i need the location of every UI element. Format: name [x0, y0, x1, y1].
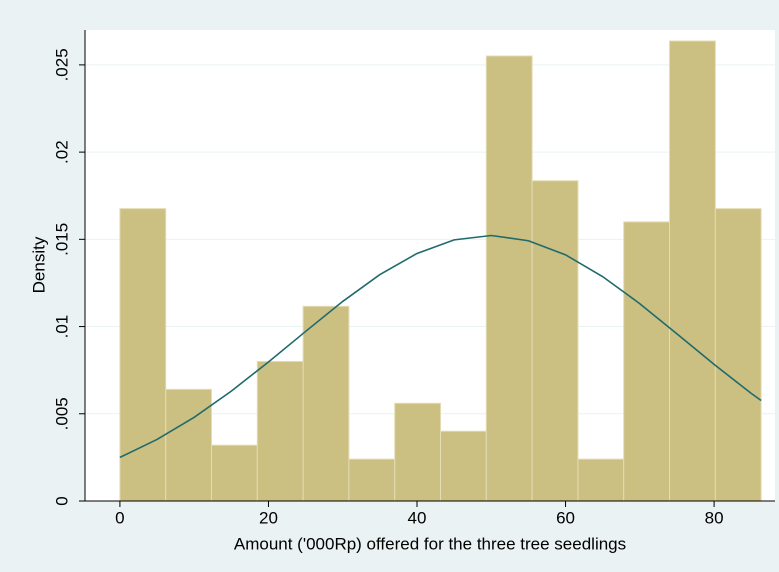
- bar: [302, 305, 350, 502]
- density-curve: [119, 234, 762, 459]
- y-tick-label: .025: [52, 48, 71, 81]
- bar: [714, 208, 762, 502]
- x-tick-label: 80: [705, 508, 724, 527]
- y-tick-label: .005: [52, 397, 71, 430]
- bar: [485, 55, 533, 502]
- bar: [577, 458, 625, 502]
- y-tick-label: 0: [52, 496, 71, 505]
- y-tick-label: .02: [52, 140, 71, 164]
- x-tick-label: 60: [556, 508, 575, 527]
- bar: [669, 40, 716, 502]
- y-axis-title: Density: [29, 236, 48, 293]
- bar: [531, 180, 579, 502]
- bar: [256, 360, 304, 502]
- bar: [348, 458, 396, 502]
- bar: [165, 388, 212, 502]
- bar: [623, 221, 671, 502]
- x-tick-label: 20: [259, 508, 278, 527]
- x-tick-label: 40: [408, 508, 427, 527]
- x-axis-title: Amount ('000Rp) offered for the three tr…: [234, 534, 626, 553]
- bar: [119, 208, 167, 502]
- x-tick-label: 0: [115, 508, 124, 527]
- y-tick-label: .015: [52, 223, 71, 256]
- bar: [394, 402, 442, 502]
- bar: [440, 430, 487, 502]
- y-tick-label: .01: [52, 315, 71, 339]
- bar: [210, 444, 258, 502]
